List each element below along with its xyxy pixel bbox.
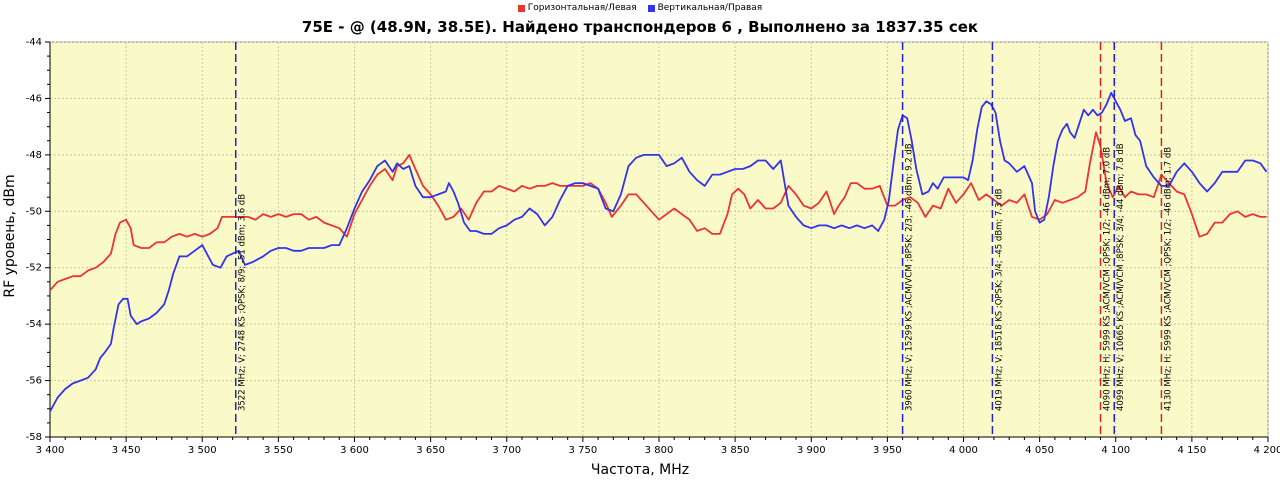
x-tick-label: 4 050 (1025, 445, 1054, 456)
y-tick-label: -48 (26, 150, 42, 161)
transponder-marker-label: 4099 MHz; V; 10665 KS ;ACM/VCM ;8PSK; 3/… (1116, 143, 1126, 411)
y-tick-label: -46 (26, 93, 42, 104)
transponder-marker-label: 4130 MHz; H; 5999 KS ;ACM/VCM ;QPSK; 1/2… (1163, 147, 1173, 411)
x-axis-label: Частота, MHz (590, 462, 690, 478)
x-tick-label: 3 950 (873, 445, 902, 456)
transponder-marker-label: 3960 MHz; V; 15299 KS ;ACM/VCM ;8PSK; 2/… (905, 143, 915, 411)
x-tick-label: 3 650 (416, 445, 445, 456)
legend-swatch-vertical (647, 4, 655, 12)
x-tick-label: 3 600 (340, 445, 369, 456)
legend-swatch-horizontal (517, 4, 525, 12)
y-tick-label: -56 (26, 376, 42, 387)
y-tick-label: -50 (26, 206, 42, 217)
chart-legend: Горизонтальная/Левая Вертикальная/Правая (0, 3, 1280, 15)
series-line-horizontal (49, 131, 1267, 291)
x-tick-label: 3 850 (721, 445, 750, 456)
legend-label-vertical: Вертикальная/Правая (657, 3, 763, 13)
x-tick-label: 3 450 (112, 445, 141, 456)
x-tick-label: 3 400 (36, 445, 65, 456)
transponder-marker-label: 4019 MHz; V; 18518 KS ;QPSK; 3/4; -45 dB… (994, 188, 1004, 411)
x-tick-label: 3 550 (264, 445, 293, 456)
transponder-marker-label: 3522 MHz; V; 2748 KS ;QPSK; 8/9; -51 dBm… (238, 194, 248, 411)
legend-item-horizontal: Горизонтальная/Левая (517, 3, 637, 13)
x-tick-label: 4 200 (1254, 445, 1280, 456)
x-tick-label: 4 150 (1178, 445, 1207, 456)
legend-item-vertical: Вертикальная/Правая (647, 3, 763, 13)
y-tick-label: -52 (26, 263, 42, 274)
legend-label-horizontal: Горизонтальная/Левая (527, 3, 637, 13)
transponder-marker-label: 4090 MHz; H; 5999 KS ;ACM/VCM ;QPSK; 1/2… (1103, 147, 1113, 411)
y-tick-label: -44 (26, 37, 42, 48)
chart-title: 75E - @ (48.9N, 38.5E). Найдено транспон… (301, 18, 979, 36)
y-tick-label: -54 (26, 319, 42, 330)
x-tick-label: 3 900 (797, 445, 826, 456)
x-tick-label: 3 500 (188, 445, 217, 456)
y-tick-label: -58 (26, 432, 42, 443)
y-axis-label: RF уровень, dBm (2, 174, 18, 298)
x-tick-label: 3 700 (492, 445, 521, 456)
x-tick-label: 4 000 (949, 445, 978, 456)
x-tick-label: 3 750 (569, 445, 598, 456)
series-line-vertical (49, 91, 1268, 413)
x-tick-label: 3 800 (645, 445, 674, 456)
x-tick-label: 4 100 (1101, 445, 1130, 456)
